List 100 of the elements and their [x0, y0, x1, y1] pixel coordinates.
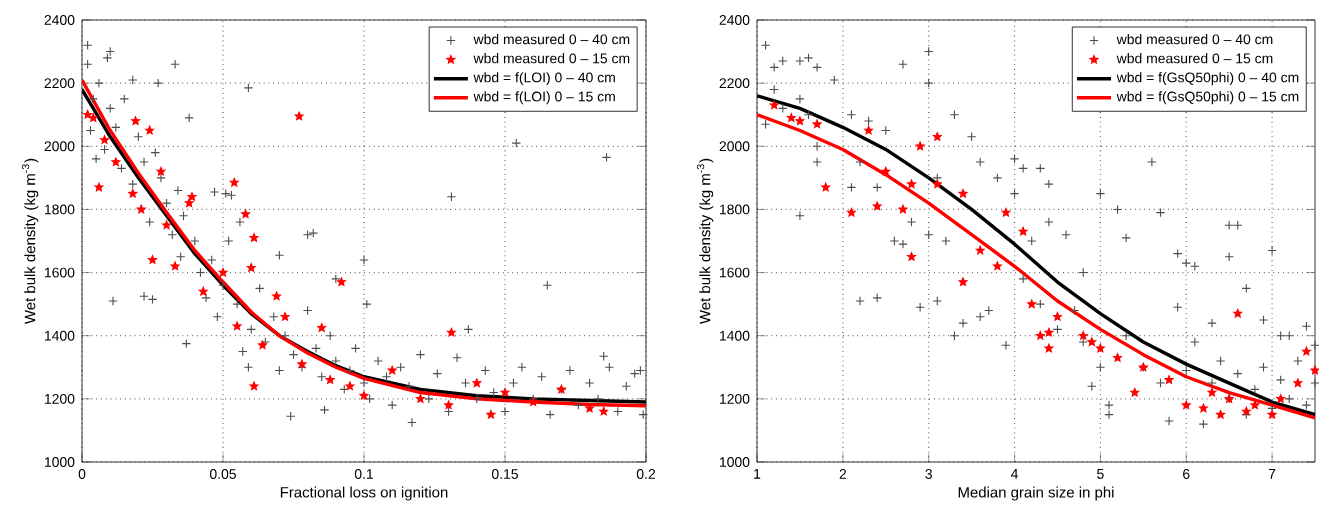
point — [864, 125, 874, 135]
x-tick-label: 3 — [925, 469, 932, 479]
point — [898, 204, 908, 214]
point — [1035, 330, 1045, 340]
point — [444, 400, 454, 410]
point — [162, 220, 172, 230]
y-tick-label: 1400 — [44, 330, 75, 341]
point — [1250, 400, 1260, 410]
y-tick-label: 2000 — [44, 141, 75, 152]
point — [1293, 378, 1303, 388]
point — [184, 198, 194, 208]
point — [932, 179, 942, 189]
point — [229, 177, 239, 187]
y-tick-label: 2400 — [44, 15, 75, 25]
point — [249, 381, 259, 391]
point — [145, 125, 155, 135]
legend-label: wbd measured 0 – 15 cm — [1116, 53, 1273, 64]
x-tick-label: 0 — [78, 469, 86, 479]
point — [1276, 394, 1286, 403]
point — [881, 166, 891, 176]
point — [1181, 400, 1191, 410]
point — [297, 359, 307, 369]
point — [1198, 403, 1208, 413]
point — [246, 263, 256, 272]
point — [1216, 409, 1226, 419]
point — [187, 192, 197, 201]
point — [1044, 343, 1054, 353]
y-tick-label: 2400 — [719, 15, 750, 25]
point — [83, 109, 93, 119]
point — [599, 406, 609, 416]
point — [1044, 327, 1054, 337]
y-tick-label: 1800 — [44, 204, 75, 215]
x-tick-label: 7 — [1268, 469, 1276, 479]
x-axis-title: Median grain size in phi — [958, 486, 1114, 501]
point — [387, 365, 397, 375]
point — [1233, 308, 1243, 318]
point — [906, 179, 917, 189]
point — [272, 291, 282, 301]
point — [136, 204, 146, 214]
y-tick-label: 2200 — [44, 78, 75, 89]
point — [294, 111, 304, 121]
point — [156, 166, 166, 176]
point — [500, 387, 510, 397]
point — [100, 135, 110, 144]
legend-label: wbd = f(LOI) 0 – 15 cm — [473, 91, 615, 105]
point — [336, 277, 346, 286]
y-tick-label: 2200 — [719, 78, 750, 89]
point — [280, 312, 290, 321]
point — [446, 327, 456, 337]
point — [88, 113, 98, 122]
point — [147, 255, 158, 264]
point — [915, 141, 925, 151]
y-tick-label: 1200 — [44, 393, 75, 404]
point — [1164, 375, 1174, 384]
point — [932, 132, 942, 141]
legend-label: wbd = f(GsQ50phi) 0 – 15 cm — [1116, 91, 1299, 105]
point — [128, 188, 138, 198]
point — [218, 267, 228, 277]
x-tick-label: 1 — [754, 469, 761, 479]
y-axis-title: Wet bulk density (kg m$^{-3}$) — [21, 158, 39, 325]
point — [170, 261, 180, 271]
legend-label: wbd measured 0 – 40 cm — [473, 34, 630, 45]
x-tick-label: 4 — [1010, 469, 1019, 479]
x-tick-label: 0.15 — [491, 469, 518, 479]
y-tick-label: 1000 — [44, 457, 75, 467]
point — [1052, 312, 1063, 321]
point — [1241, 406, 1251, 416]
y-tick-label: 1000 — [720, 457, 750, 467]
point — [345, 381, 355, 391]
point — [241, 209, 251, 219]
point — [846, 207, 856, 217]
point — [1001, 207, 1011, 217]
point — [821, 182, 831, 192]
point — [769, 100, 779, 110]
point — [249, 233, 259, 242]
point — [325, 375, 335, 384]
point — [786, 113, 796, 122]
y-tick-label: 1800 — [720, 204, 750, 215]
point — [1078, 330, 1088, 340]
y-tick-label: 1200 — [720, 393, 750, 404]
point — [131, 116, 141, 125]
point — [872, 201, 882, 211]
x-tick-label: 5 — [1097, 469, 1104, 479]
point — [812, 119, 822, 129]
point — [232, 321, 242, 331]
point — [1207, 387, 1217, 397]
x-tick-label: 0.2 — [636, 469, 655, 479]
legend-label: wbd measured 0 – 40 cm — [1116, 34, 1273, 45]
point — [992, 261, 1002, 271]
legend-label: wbd measured 0 – 15 cm — [473, 53, 630, 64]
point — [975, 245, 985, 255]
point — [111, 157, 121, 167]
y-tick-label: 2000 — [719, 141, 750, 152]
legend-label: wbd = f(GsQ50phi) 0 – 40 cm — [1116, 72, 1299, 86]
x-tick-label: 0.05 — [209, 469, 236, 479]
legend-label: wbd = f(LOI) 0 – 40 cm — [473, 72, 615, 86]
point — [958, 188, 968, 198]
y-axis-title: Wet bulk density (kg m$^{-3}$) — [696, 158, 714, 325]
x-tick-label: 0.1 — [354, 469, 373, 479]
point — [94, 182, 104, 192]
